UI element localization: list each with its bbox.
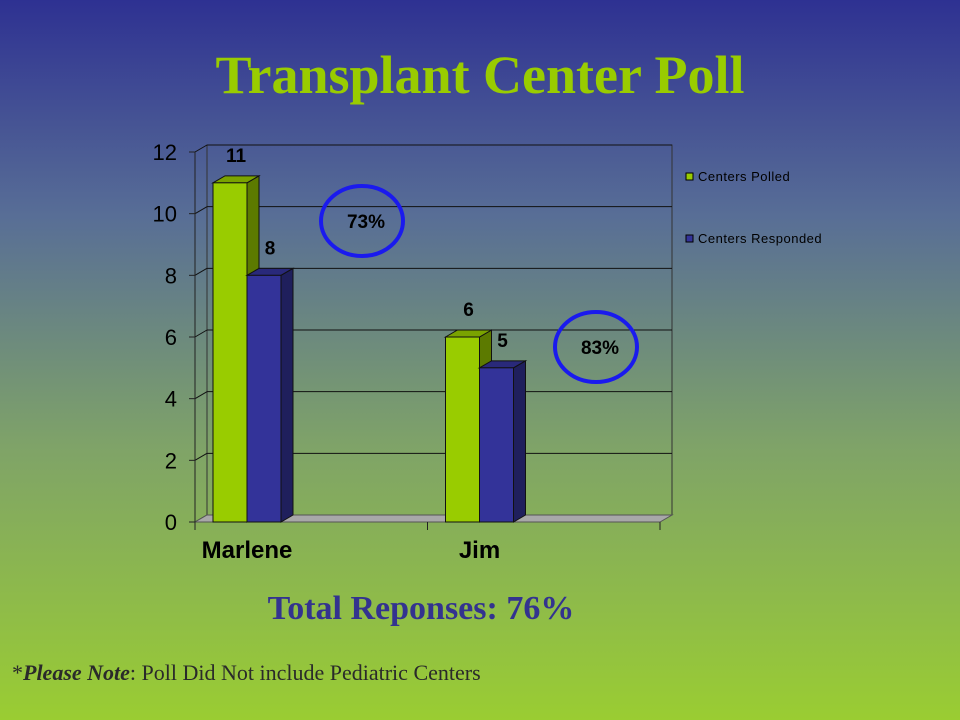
footnote-text: Poll Did Not include Pediatric Centers [141,660,481,685]
annotation-circle [553,310,639,384]
gridline-depth [194,452,208,461]
bar [445,336,480,523]
y-tick-label: 12 [153,140,177,165]
y-tick-label: 6 [165,325,177,350]
gridline-depth [194,144,208,153]
data-label: 5 [497,331,508,352]
x-tick-label: Marlene [202,537,293,564]
legend-swatch [685,234,694,243]
x-tick-label: Jim [459,537,500,564]
bar [246,274,282,523]
annotation-label: 73% [347,212,385,233]
data-label: 8 [265,238,276,259]
annotation-circle [319,184,405,258]
footnote-asterisk: * [12,660,23,685]
data-label: 11 [226,146,247,167]
bar-side [280,267,294,523]
y-tick-label: 8 [165,263,177,288]
gridline-depth [194,267,208,276]
y-tick-label: 4 [165,387,177,412]
total-responses: Total Reponses: 76% [267,590,575,627]
y-tick-label: 10 [153,202,177,227]
legend-label: Centers Polled [698,169,790,184]
gridline-depth [194,206,208,215]
legend-label: Centers Responded [698,231,822,246]
bar [479,367,514,523]
y-tick-label: 0 [165,510,177,535]
footnote-emphasis: Please Note [23,660,130,685]
footnote-colon: : [129,660,142,685]
legend-swatch [685,172,694,181]
footnote: *Please Note: Poll Did Not include Pedia… [12,660,481,686]
bar [212,182,248,523]
annotation-label: 83% [581,338,619,359]
slide-title: Transplant Center Poll [215,45,745,105]
bar-side [513,359,526,523]
gridline-depth [194,391,208,400]
data-label: 6 [463,300,474,321]
y-tick-label: 2 [165,448,177,473]
gridline-depth [194,329,208,338]
